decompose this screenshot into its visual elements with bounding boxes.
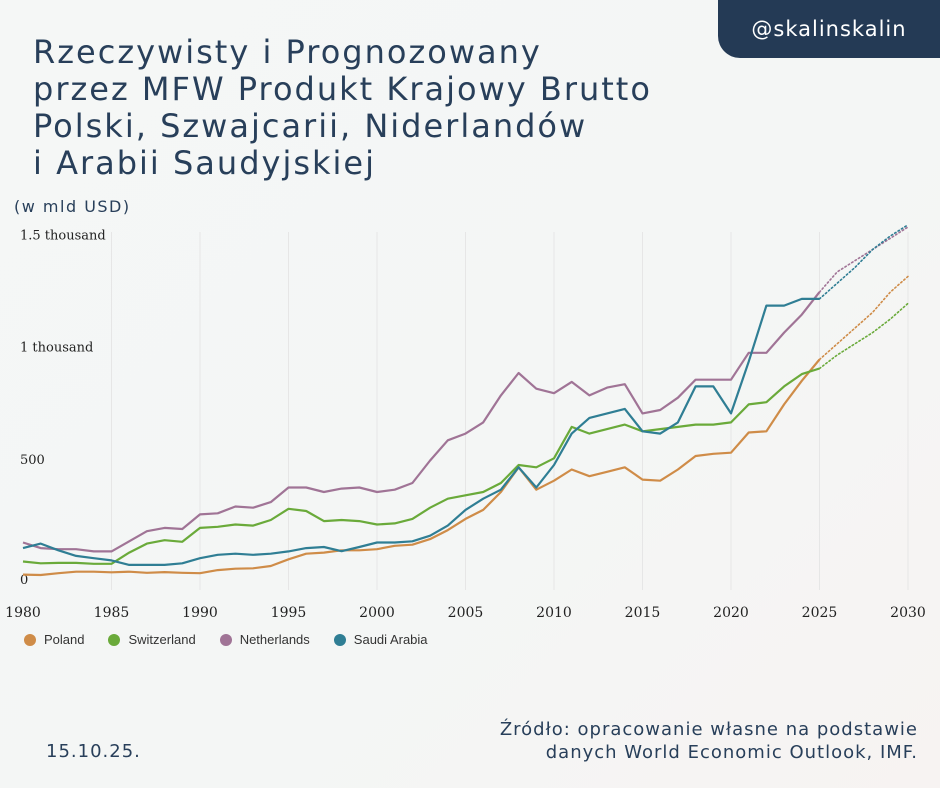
x-tick-label: 2020 [713, 605, 749, 621]
title-line: Rzeczywisty i Prognozowany [33, 33, 542, 71]
x-tick-label: 2010 [536, 605, 572, 621]
source-note: Źródło: opracowanie własne na podstawie … [500, 718, 918, 764]
title-line: i Arabii Saudyjskiej [33, 144, 376, 182]
legend-dot [108, 633, 121, 646]
title-line: Polski, Szwajcarii, Niderlandów [33, 107, 588, 145]
y-tick-label: 1 thousand [20, 341, 93, 356]
x-tick-label: 1980 [5, 605, 41, 621]
legend-item: Switzerland [108, 632, 196, 647]
source-line: Źródło: opracowanie własne na podstawie [499, 719, 918, 740]
legend-label: Poland [44, 632, 85, 647]
series-line-actual [22, 291, 821, 553]
x-tick-label: 2000 [359, 605, 395, 621]
chart-title: Rzeczywisty i Prognozowany przez MFW Pro… [33, 34, 793, 182]
x-axis-ticks: 1980 1985 1990 1995 2000 2005 2010 2015 2020 2025… [5, 605, 926, 621]
legend-label: Netherlands [239, 632, 310, 647]
legend-dot [219, 633, 232, 646]
chart-series [22, 224, 909, 577]
x-tick-label: 2005 [448, 605, 484, 621]
series-line-forecast [818, 224, 909, 300]
series-line-actual [22, 367, 820, 565]
source-line: danych World Economic Outlook, IMF. [545, 742, 918, 763]
series-line-forecast [818, 302, 909, 370]
y-tick-label: 0 [20, 573, 28, 588]
x-tick-label: 2030 [890, 605, 926, 621]
title-line: przez MFW Produkt Krajowy Brutto [33, 70, 652, 108]
chart-grid [111, 232, 909, 590]
legend-dot [24, 633, 36, 646]
legend-item: Netherlands [219, 632, 310, 647]
x-tick-label: 1995 [271, 605, 307, 621]
y-tick-label: 1.5 thousand [20, 228, 106, 243]
legend-label: Saudi Arabia [353, 632, 428, 647]
y-axis-ticks: 0 500 1 thousand 1.5 thousand [20, 228, 106, 588]
x-tick-label: 2025 [802, 605, 838, 621]
legend-label: Switzerland [128, 632, 196, 647]
series-line-forecast [818, 275, 909, 361]
x-tick-label: 1990 [182, 605, 218, 621]
x-tick-label: 1985 [94, 605, 130, 621]
series-line-actual [22, 358, 821, 577]
legend-item: Poland [24, 632, 84, 647]
author-badge: @skalinskalin [718, 0, 940, 58]
y-tick-label: 500 [20, 453, 45, 468]
series-line-actual [22, 297, 820, 567]
x-tick-label: 2015 [625, 605, 661, 621]
series-line-forecast [818, 226, 909, 293]
unit-label: (w mld USD) [14, 197, 131, 216]
chart-legend: Poland Switzerland Netherlands Saudi Ara… [24, 632, 452, 647]
publish-date: 15.10.25. [46, 741, 141, 762]
legend-item: Saudi Arabia [333, 632, 428, 647]
legend-dot [333, 633, 346, 646]
